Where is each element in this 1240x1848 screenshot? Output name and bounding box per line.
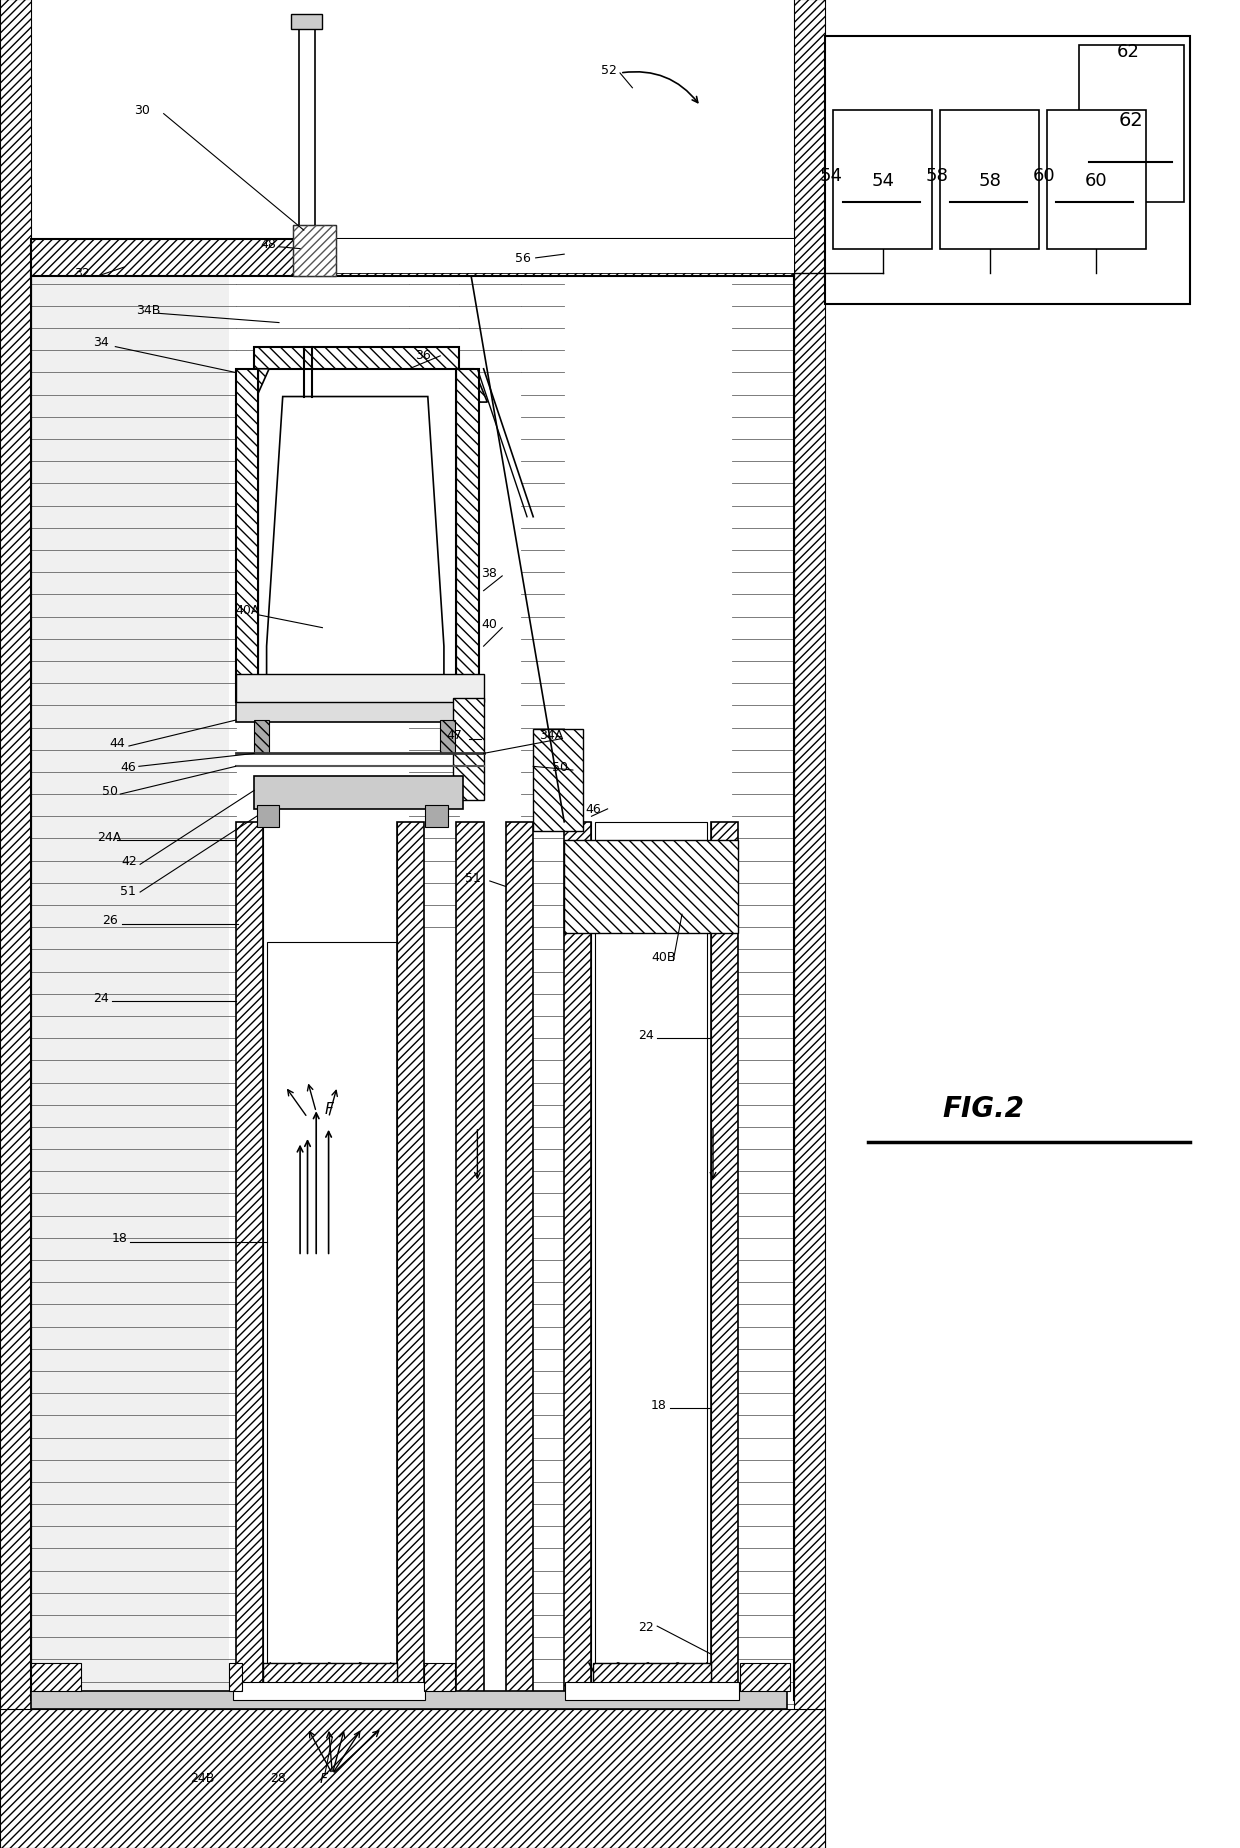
- Text: 46: 46: [120, 760, 136, 774]
- Text: 50: 50: [552, 760, 568, 774]
- Text: 36: 36: [415, 347, 432, 362]
- Polygon shape: [459, 370, 487, 403]
- Bar: [229, 1663, 242, 1691]
- Text: 34: 34: [93, 334, 109, 349]
- Text: F: F: [325, 1101, 334, 1116]
- Text: 46: 46: [585, 802, 601, 817]
- Bar: [31, 272, 229, 1709]
- Bar: [236, 822, 263, 1700]
- Bar: [293, 225, 336, 277]
- Bar: [293, 225, 336, 277]
- Bar: [254, 721, 269, 754]
- Bar: [263, 822, 397, 1700]
- Text: 60: 60: [1033, 166, 1055, 185]
- Text: 58: 58: [926, 166, 949, 185]
- Bar: [1079, 46, 1184, 203]
- Bar: [233, 1682, 425, 1700]
- Text: 24: 24: [639, 1027, 655, 1042]
- Text: 34A: 34A: [539, 728, 564, 743]
- Text: 62: 62: [1118, 111, 1143, 129]
- Bar: [267, 942, 397, 1663]
- Bar: [254, 347, 459, 370]
- Text: 60: 60: [1085, 172, 1107, 190]
- Bar: [564, 841, 738, 933]
- Text: 40B: 40B: [651, 950, 676, 965]
- Bar: [31, 1663, 81, 1691]
- Bar: [31, 240, 794, 277]
- Bar: [595, 822, 707, 1663]
- Bar: [263, 1663, 397, 1685]
- Bar: [236, 699, 484, 723]
- Bar: [533, 730, 583, 832]
- Text: 30: 30: [134, 103, 150, 118]
- Text: 52: 52: [601, 63, 618, 78]
- Bar: [825, 0, 1240, 1709]
- Text: 54: 54: [820, 166, 842, 185]
- Text: 47: 47: [446, 728, 463, 743]
- Bar: [484, 822, 506, 1700]
- Bar: [0, 0, 31, 1848]
- Bar: [1047, 111, 1146, 249]
- Text: 34B: 34B: [136, 303, 161, 318]
- Text: 18: 18: [651, 1397, 667, 1412]
- Polygon shape: [267, 397, 444, 684]
- Text: 28: 28: [270, 1770, 286, 1785]
- Bar: [236, 675, 484, 702]
- Bar: [591, 822, 711, 1700]
- Bar: [254, 776, 463, 809]
- Text: 38: 38: [481, 565, 497, 580]
- Bar: [740, 1663, 790, 1691]
- Text: 44: 44: [109, 736, 125, 750]
- Text: 62: 62: [1117, 43, 1140, 61]
- Bar: [565, 1682, 739, 1700]
- Text: 24A: 24A: [97, 830, 122, 845]
- Text: 51: 51: [120, 883, 136, 898]
- Bar: [424, 1663, 455, 1691]
- Text: F: F: [320, 1770, 327, 1785]
- Bar: [825, 37, 1190, 305]
- Bar: [440, 721, 455, 754]
- Text: 24: 24: [93, 991, 109, 1005]
- Text: 22: 22: [639, 1619, 655, 1634]
- Text: 42: 42: [122, 854, 138, 869]
- Text: 50: 50: [102, 784, 118, 798]
- Text: 18: 18: [112, 1231, 128, 1246]
- Bar: [453, 699, 484, 800]
- Text: 48: 48: [260, 237, 277, 251]
- Bar: [291, 15, 322, 30]
- Bar: [564, 822, 591, 1700]
- Bar: [711, 822, 738, 1700]
- Text: FIG.2: FIG.2: [942, 1094, 1024, 1124]
- Bar: [316, 240, 794, 274]
- Text: 58: 58: [978, 172, 1001, 190]
- Text: 54: 54: [872, 172, 894, 190]
- Bar: [833, 111, 932, 249]
- Bar: [593, 1663, 711, 1685]
- Bar: [257, 806, 279, 828]
- Bar: [0, 1709, 825, 1848]
- Text: 40A: 40A: [236, 602, 260, 617]
- Polygon shape: [236, 370, 269, 403]
- Bar: [425, 806, 448, 828]
- Text: 51: 51: [465, 870, 481, 885]
- Text: 56: 56: [515, 251, 531, 266]
- Bar: [31, 1691, 787, 1709]
- Bar: [456, 370, 479, 702]
- Text: 26: 26: [102, 913, 118, 928]
- Bar: [397, 822, 424, 1700]
- Bar: [794, 0, 825, 1848]
- Bar: [236, 370, 258, 702]
- Text: 40: 40: [481, 617, 497, 632]
- Bar: [258, 370, 456, 699]
- Bar: [456, 822, 484, 1700]
- Bar: [940, 111, 1039, 249]
- Bar: [506, 822, 533, 1700]
- Text: 32: 32: [74, 266, 91, 281]
- Text: 24B: 24B: [190, 1770, 215, 1785]
